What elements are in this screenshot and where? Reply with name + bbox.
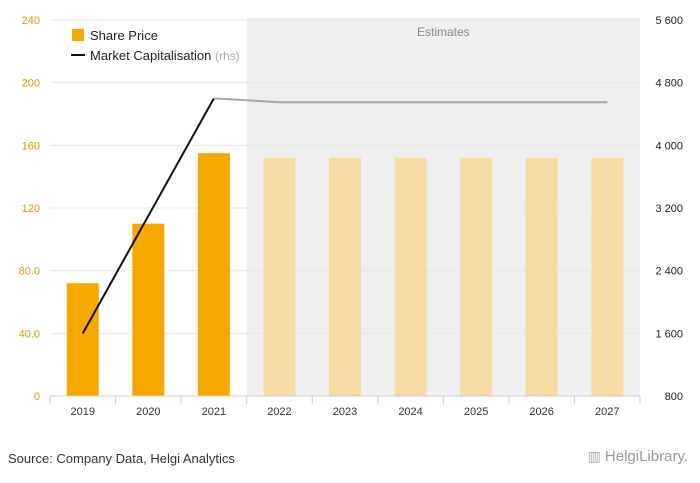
legend-label-share-price: Share Price bbox=[90, 28, 158, 43]
y-tick-right: 1 600 bbox=[655, 328, 683, 340]
library-icon: ▥ bbox=[587, 448, 601, 464]
y-tick-right: 2 400 bbox=[655, 266, 683, 278]
x-tick-label: 2020 bbox=[136, 406, 160, 418]
x-tick-label: 2026 bbox=[529, 406, 553, 418]
x-tick-label: 2027 bbox=[595, 406, 619, 418]
bar-share-price bbox=[591, 157, 624, 396]
y-tick-left: 200 bbox=[22, 78, 40, 90]
bar-share-price bbox=[132, 223, 165, 396]
bar-share-price bbox=[525, 157, 558, 396]
legend-label-market-cap: Market Capitalisation (rhs) bbox=[90, 48, 240, 63]
y-tick-left: 160 bbox=[22, 140, 40, 152]
combo-chart: Estimates 0 800 40.0 1 600 80.0 2 400 120 3 200… bbox=[19, 15, 683, 418]
x-tick-label: 2022 bbox=[267, 406, 291, 418]
bar-share-price bbox=[66, 283, 99, 396]
x-tick-label: 2024 bbox=[398, 406, 422, 418]
bar-share-price bbox=[329, 157, 361, 396]
x-tick-label: 2023 bbox=[333, 406, 357, 418]
y-tick-left: 40.0 bbox=[19, 328, 40, 340]
y-tick-right: 4 000 bbox=[655, 140, 683, 152]
estimates-label: Estimates bbox=[417, 25, 470, 39]
logo-text: HelgiLibrary. bbox=[604, 448, 688, 465]
line-market-cap-actual bbox=[81, 97, 215, 334]
brand-logo: ▥ HelgiLibrary. bbox=[588, 448, 688, 465]
line-market-cap-estimate bbox=[213, 97, 608, 104]
y-tick-right: 3 200 bbox=[655, 203, 683, 215]
y-tick-left: 240 bbox=[22, 15, 40, 27]
bar-share-price bbox=[197, 153, 230, 396]
bar-share-price bbox=[394, 157, 427, 396]
legend-market-cap-suffix: (rhs) bbox=[215, 49, 240, 63]
y-tick-right: 5 600 bbox=[655, 15, 683, 27]
x-tick-label: 2021 bbox=[202, 406, 226, 418]
bar-share-price bbox=[460, 157, 493, 396]
bar-share-price bbox=[263, 157, 296, 396]
estimates-region bbox=[246, 18, 640, 396]
y-tick-left: 0 bbox=[34, 391, 40, 403]
source-note: Source: Company Data, Helgi Analytics bbox=[8, 451, 235, 466]
legend-swatch-share-price bbox=[72, 29, 84, 41]
y-tick-left: 80.0 bbox=[19, 266, 40, 278]
y-tick-left: 120 bbox=[22, 203, 40, 215]
y-tick-right: 800 bbox=[665, 391, 683, 403]
x-tick-label: 2025 bbox=[464, 406, 488, 418]
y-tick-right: 4 800 bbox=[655, 78, 683, 90]
x-tick-label: 2019 bbox=[71, 406, 95, 418]
legend-market-cap-name: Market Capitalisation bbox=[90, 48, 211, 63]
